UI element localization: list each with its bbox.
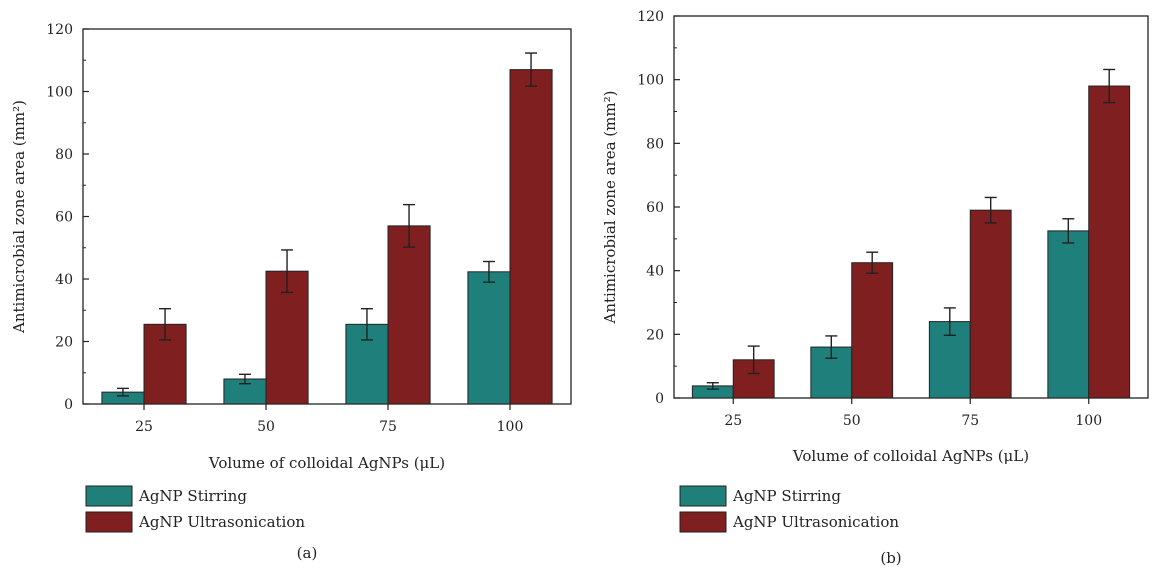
x-tick-label: 100 <box>497 419 524 435</box>
bar-stirring <box>1047 230 1090 399</box>
legend-label: AgNP Stirring <box>138 487 247 505</box>
y-tick-label: 60 <box>55 210 73 226</box>
y-tick-label: 60 <box>646 200 664 216</box>
x-tick-label: 25 <box>135 419 153 435</box>
legend-label: AgNP Stirring <box>732 487 841 505</box>
y-tick-label: 100 <box>637 73 664 89</box>
legend-swatch <box>85 485 133 507</box>
chart-panel-1: 0 20 40 60 80 100 120 25 50 75 100 Volume of colloi… <box>10 22 572 562</box>
bar-ultrasonication <box>265 270 309 405</box>
bar-ultrasonication <box>969 209 1012 399</box>
y-tick-label: 100 <box>46 85 73 101</box>
legend-label: AgNP Ultrasonication <box>732 513 899 531</box>
x-tick-label: 50 <box>843 413 861 429</box>
x-tick-label: 50 <box>257 419 275 435</box>
legend-swatch <box>679 511 727 533</box>
y-tick-label: 80 <box>646 136 664 152</box>
y-tick-label: 40 <box>646 264 664 280</box>
legend-label: AgNP Ultrasonication <box>138 513 305 531</box>
y-axis-title: Antimicrobial zone area (mm²) <box>10 100 28 334</box>
x-tick-label: 75 <box>961 413 979 429</box>
y-axis-title: Antimicrobial zone area (mm²) <box>601 91 619 325</box>
y-tick-label: 20 <box>646 327 664 343</box>
y-tick-label: 0 <box>64 397 73 413</box>
panel-label: (b) <box>880 549 901 567</box>
y-tick-label: 40 <box>55 272 73 288</box>
bar-ultrasonication <box>509 69 553 405</box>
x-tick-label: 100 <box>1075 413 1102 429</box>
y-tick-label: 0 <box>655 391 664 407</box>
y-tick-label: 80 <box>55 147 73 163</box>
chart-panel-2: 0 20 40 60 80 100 120 25 50 75 100 Volume of colloi… <box>601 9 1149 567</box>
x-axis-title: Volume of colloidal AgNPs (μL) <box>792 447 1029 465</box>
y-tick-label: 120 <box>637 9 664 25</box>
y-tick-label: 20 <box>55 335 73 351</box>
x-axis-title: Volume of colloidal AgNPs (μL) <box>208 454 445 472</box>
legend-swatch <box>679 485 727 507</box>
panel-label: (a) <box>297 544 318 562</box>
x-tick-label: 25 <box>724 413 742 429</box>
bar-ultrasonication <box>387 225 431 405</box>
bar-ultrasonication <box>1088 85 1131 399</box>
y-tick-label: 120 <box>46 22 73 38</box>
bar-ultrasonication <box>851 262 894 399</box>
x-tick-label: 75 <box>379 419 397 435</box>
bar-stirring <box>467 271 511 405</box>
legend-swatch <box>85 511 133 533</box>
